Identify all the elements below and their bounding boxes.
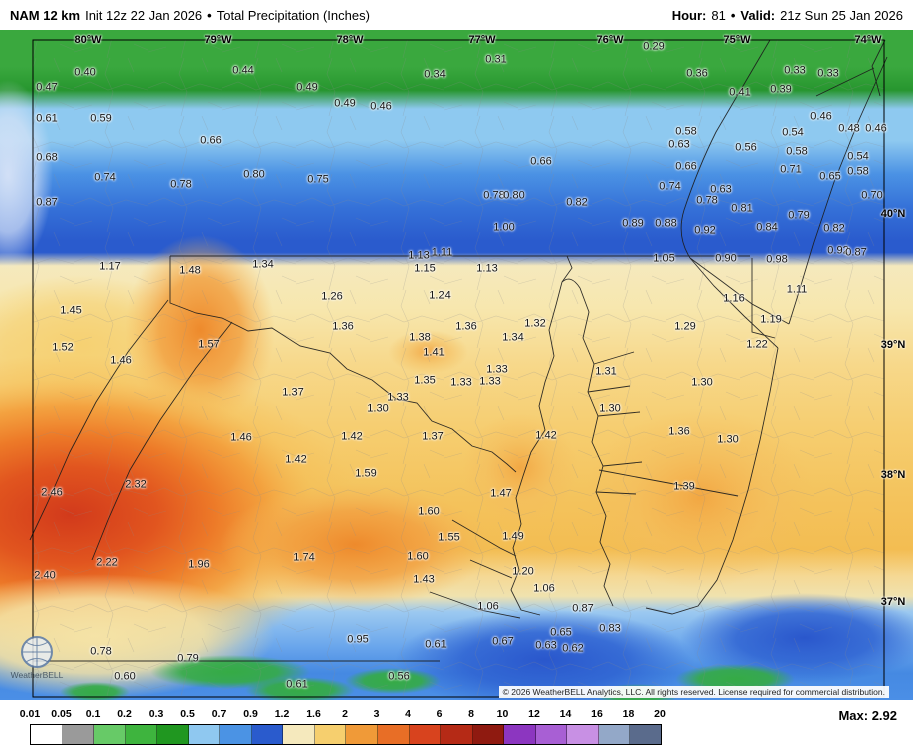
scale-tick-label: 0.05 [51,708,72,720]
scale-color-segment [62,725,95,744]
valid-label: Valid: [740,7,776,23]
color-scale: 0.01 0.05 0.1 0.2 0.3 0.5 0.7 0.9 1.2 1.6 2 3 4 6 8 10 1… [0,700,913,750]
precip-map: 80°W 79°W 78°W 77°W 76°W 75°W 74°W 40°N 39°N 38°… [0,30,913,700]
map-neatline [32,39,885,698]
hour-label: Hour: [671,7,707,23]
scale-tick-label: 0.1 [85,708,101,720]
product-name: Total Precipitation (Inches) [216,7,370,23]
scale-color-segment [188,725,221,744]
scale-color-segment [125,725,158,744]
scale-tick-label: 0.5 [180,708,195,720]
scale-tick-label: 16 [591,708,603,720]
scale-tick-label: 0.2 [117,708,132,720]
scale-tick-labels: 0.01 0.05 0.1 0.2 0.3 0.5 0.7 0.9 1.2 1.6 2 3 4 6 8 10 1… [0,708,913,721]
precip-field-svg [0,30,913,700]
scale-color-segment [409,725,442,744]
weatherbell-logo: WeatherBELL [6,633,68,690]
scale-color-segment [283,725,315,744]
scale-color-segment [94,725,126,744]
scale-tick-label: 0.7 [211,708,227,720]
state-borders [29,39,888,662]
scale-tick-label: 2 [342,708,348,720]
logo-text: WeatherBELL [11,670,64,680]
scale-color-segment [441,725,473,744]
scale-color-segment [472,725,505,744]
max-number: 2.92 [871,708,897,723]
hour-value: 81 [711,7,726,23]
scale-tick-label: 0.9 [243,708,258,720]
scale-color-segment [157,725,189,744]
scale-tick-label: 1.6 [306,708,321,720]
scale-tick-label: 1.2 [274,708,290,720]
scale-tick-label: 14 [559,708,572,720]
scale-tick-label: 20 [654,708,666,720]
map-header: NAM 12 km Init 12z 22 Jan 2026 • Total P… [0,0,913,30]
scale-color-segment [220,725,252,744]
init-time: Init 12z 22 Jan 2026 [85,7,203,23]
scale-color-segment [567,725,599,744]
scale-color-segment [314,725,347,744]
county-boundaries [33,40,884,697]
scale-tick-label: 6 [436,708,443,720]
scale-color-segment [378,725,410,744]
scale-tick-label: 18 [622,708,635,720]
scale-color-segment [598,725,631,744]
scale-color-segment [504,725,536,744]
scale-tick-label: 8 [468,708,474,720]
valid-value: 21z Sun 25 Jan 2026 [780,7,903,23]
max-value: Max: 2.92 [838,708,897,723]
copyright-text: © 2026 WeatherBELL Analytics, LLC. All r… [498,686,889,698]
scale-color-segment [31,725,63,744]
scale-color-segment [346,725,379,744]
scale-tick-label: 12 [528,708,540,720]
separator-dot: • [730,7,736,23]
scale-tick-label: 0.3 [148,708,164,720]
scale-tick-label: 4 [405,708,411,720]
scale-color-bar [30,724,662,745]
header-valid: Hour: 81 • Valid: 21z Sun 25 Jan 2026 [672,8,903,23]
scale-color-segment [251,725,284,744]
scale-tick-label: 10 [496,708,509,720]
scale-color-segment [535,725,568,744]
header-title: NAM 12 km Init 12z 22 Jan 2026 • Total P… [10,8,370,23]
model-name: NAM 12 km [10,7,81,23]
scale-tick-label: 3 [373,708,380,720]
max-label: Max: [838,708,869,723]
scale-color-segment [630,725,661,744]
separator-dot: • [207,7,212,23]
scale-tick-label: 0.01 [19,708,41,720]
